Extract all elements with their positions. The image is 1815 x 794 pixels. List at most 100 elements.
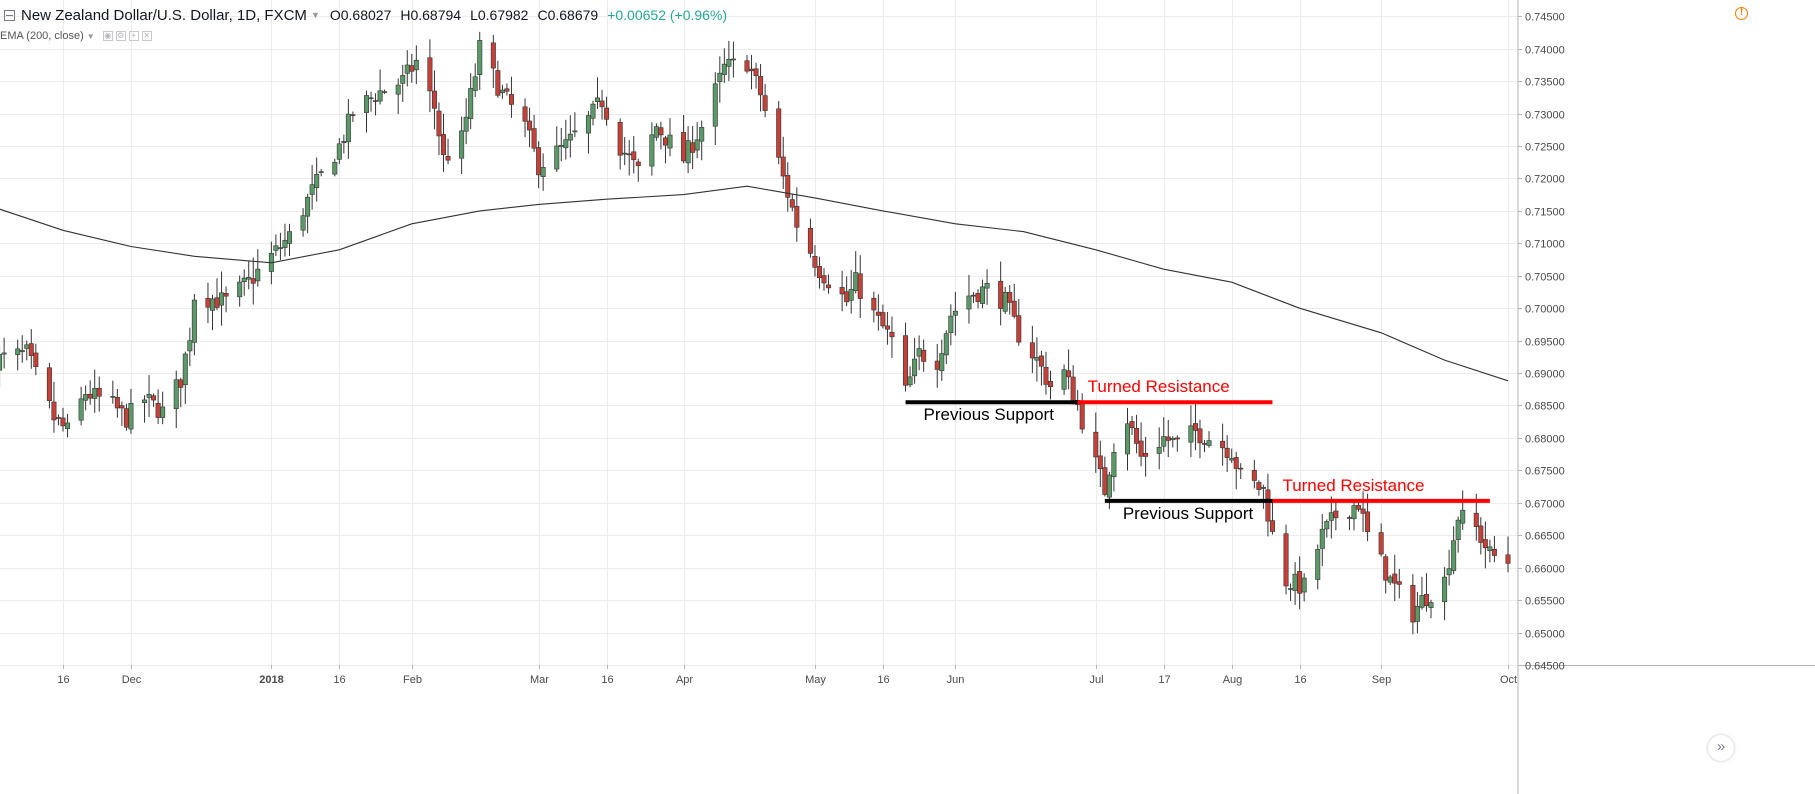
candle-body: [65, 422, 71, 430]
chevron-down-icon[interactable]: ▼: [310, 10, 320, 20]
candle: [604, 96, 610, 126]
candle: [635, 158, 641, 182]
candle: [151, 393, 157, 407]
candle: [1423, 573, 1429, 612]
candle-body: [685, 140, 691, 164]
candle: [554, 126, 560, 173]
candle: [685, 126, 691, 174]
candle: [427, 39, 433, 113]
candle: [214, 278, 220, 311]
candle: [531, 114, 537, 153]
candle: [1396, 568, 1402, 599]
candle-body: [753, 68, 759, 76]
candle-body: [1451, 540, 1457, 571]
candle-body: [1079, 403, 1085, 430]
price-tick-label: 0.71000: [1525, 239, 1565, 251]
candle: [1093, 412, 1099, 473]
candle: [305, 193, 311, 234]
candle: [1047, 370, 1053, 400]
candle: [477, 31, 483, 90]
candle-body: [649, 134, 655, 167]
time-tick-label: 16: [1294, 674, 1306, 686]
candle-body: [395, 84, 401, 95]
price-tick-label: 0.66500: [1525, 531, 1565, 543]
indicator-title[interactable]: EMA (200, close): [0, 30, 84, 42]
candle: [241, 269, 247, 296]
resistance-line-2[interactable]: Turned Resistance: [1272, 476, 1490, 503]
candle: [1134, 414, 1140, 454]
candle-body: [730, 58, 736, 61]
candle-body: [15, 348, 21, 355]
candle: [33, 343, 39, 376]
resistance-line-1[interactable]: Turned Resistance: [1077, 377, 1273, 405]
candle: [1360, 491, 1366, 533]
candle-body: [1002, 291, 1008, 312]
candle-body: [1365, 511, 1371, 533]
collapse-legend-icon[interactable]: [4, 9, 15, 21]
candle: [472, 63, 478, 97]
candle: [123, 403, 129, 431]
candle-body: [1505, 554, 1511, 564]
candle-body: [160, 406, 166, 418]
candle-body: [318, 171, 324, 173]
candle: [1007, 285, 1013, 315]
candle: [92, 369, 98, 413]
candle-body: [413, 59, 419, 71]
candle-body: [459, 130, 465, 159]
candle: [812, 245, 818, 277]
candle-body: [1419, 595, 1425, 608]
candle: [19, 335, 25, 363]
candle: [844, 276, 850, 307]
scroll-to-realtime-icon[interactable]: »: [1708, 735, 1734, 761]
candle-body: [1007, 292, 1013, 303]
candle: [712, 72, 718, 146]
candle-body: [305, 196, 311, 217]
candle: [1034, 337, 1040, 382]
candle-body: [250, 278, 256, 284]
close-icon[interactable]: ✕: [141, 31, 152, 41]
time-axis[interactable]: 16 Dec 2018 16 Feb Mar 16 Apr May 16 Jun Jul 17 Aug 16…: [57, 665, 1517, 686]
candle-body: [807, 227, 813, 254]
price-axis[interactable]: 0.74500 0.74000 0.73500 0.73000 0.72500 0.720…: [1517, 0, 1565, 794]
candle: [694, 122, 700, 159]
candle-body: [857, 273, 863, 299]
candle-body: [980, 286, 986, 304]
close-value: C0.68679: [537, 7, 599, 23]
candle-body: [78, 398, 84, 421]
support-line-1[interactable]: Previous Support: [905, 400, 1078, 424]
candle: [1206, 431, 1212, 448]
candle-body: [83, 394, 89, 401]
chevron-down-icon[interactable]: ▼: [86, 31, 95, 41]
alert-icon[interactable]: !: [1735, 7, 1748, 20]
candle: [1346, 515, 1352, 531]
candle: [1011, 283, 1017, 319]
candle-body: [1428, 602, 1434, 608]
candle-body: [205, 297, 211, 308]
support-line-2[interactable]: Previous Support: [1104, 498, 1273, 523]
candle: [853, 251, 859, 294]
candle-body: [1297, 571, 1303, 594]
candle: [300, 208, 306, 237]
candle-body: [975, 293, 981, 303]
candle: [875, 294, 881, 331]
candle: [1383, 554, 1389, 594]
settings-icon[interactable]: ⚙: [115, 31, 126, 41]
candle: [1156, 427, 1162, 470]
symbol-title[interactable]: New Zealand Dollar/U.S. Dollar, 1D, FXCM: [21, 6, 307, 24]
candle-body: [1265, 489, 1271, 522]
candle-body: [1315, 549, 1321, 580]
candle-body: [1487, 546, 1493, 551]
candle: [780, 136, 786, 190]
candle: [83, 385, 89, 411]
candle-body: [1138, 440, 1144, 457]
candle: [1414, 591, 1420, 634]
visibility-icon[interactable]: ◉: [102, 31, 113, 41]
time-tick-label: Sep: [1372, 674, 1392, 686]
candle: [499, 84, 505, 99]
candle-body: [1043, 366, 1049, 385]
more-icon[interactable]: +: [128, 31, 139, 41]
candle: [255, 249, 261, 287]
candle-body: [880, 312, 886, 327]
price-tick-label: 0.68500: [1525, 401, 1565, 413]
